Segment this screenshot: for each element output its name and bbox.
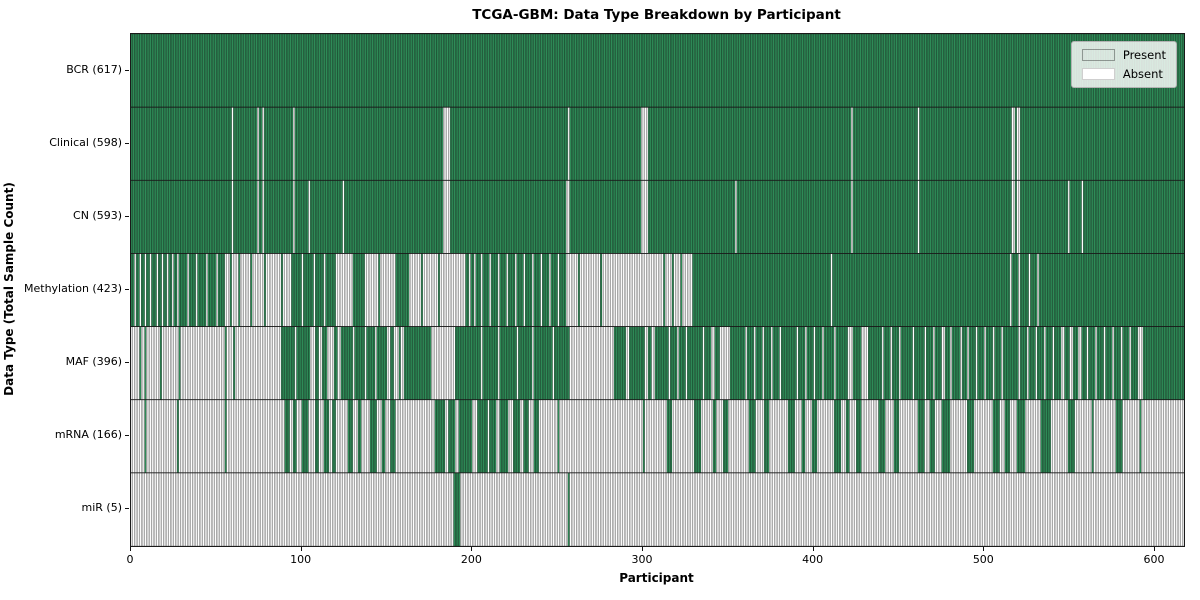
y-tick-mark — [125, 362, 129, 364]
x-tick-label-200: 200 — [460, 553, 482, 566]
x-tick-mark — [471, 547, 473, 551]
x-tick-label-300: 300 — [631, 553, 653, 566]
presence-matrix — [131, 34, 1184, 546]
y-tick-mark — [125, 289, 129, 290]
x-tick-label-100: 100 — [290, 553, 312, 566]
y-tick-label-bcr: BCR (617) — [66, 62, 122, 76]
x-tick-mark — [1153, 547, 1155, 551]
y-tick-mark — [125, 508, 129, 510]
legend-entry-absent: Absent — [1081, 67, 1166, 81]
legend-label-absent: Absent — [1122, 67, 1163, 81]
legend-entry-present: Present — [1081, 48, 1166, 62]
y-tick-mark — [125, 142, 129, 144]
x-tick-mark — [130, 547, 131, 551]
present-swatch-icon — [1081, 49, 1115, 61]
plot-area: Present Absent — [130, 33, 1185, 547]
absent-swatch-icon — [1081, 68, 1115, 80]
legend: Present Absent — [1070, 41, 1177, 88]
x-axis-label: Participant — [619, 571, 694, 585]
x-tick-mark — [300, 547, 302, 551]
y-tick-label-clinical: Clinical (598) — [49, 135, 122, 149]
y-tick-mark — [125, 69, 129, 71]
y-tick-mark — [125, 215, 129, 217]
y-tick-label-methylation: Methylation (423) — [24, 282, 122, 295]
legend-label-present: Present — [1122, 48, 1166, 62]
x-tick-label-0: 0 — [126, 553, 134, 566]
y-tick-label-mrna: mRNA (166) — [54, 428, 122, 442]
y-tick-mark — [125, 435, 129, 437]
x-tick-label-500: 500 — [972, 553, 994, 566]
y-tick-label-maf: MAF (396) — [65, 355, 122, 369]
x-tick-label-600: 600 — [1143, 553, 1165, 566]
x-tick-label-400: 400 — [802, 553, 824, 566]
x-tick-mark — [641, 547, 643, 551]
y-tick-label-cn: CN (593) — [73, 208, 122, 222]
y-tick-label-mir: miR (5) — [81, 501, 123, 515]
chart-title: TCGA-GBM: Data Type Breakdown by Partici… — [472, 7, 841, 23]
x-tick-mark — [812, 547, 814, 551]
x-tick-mark — [983, 547, 985, 551]
